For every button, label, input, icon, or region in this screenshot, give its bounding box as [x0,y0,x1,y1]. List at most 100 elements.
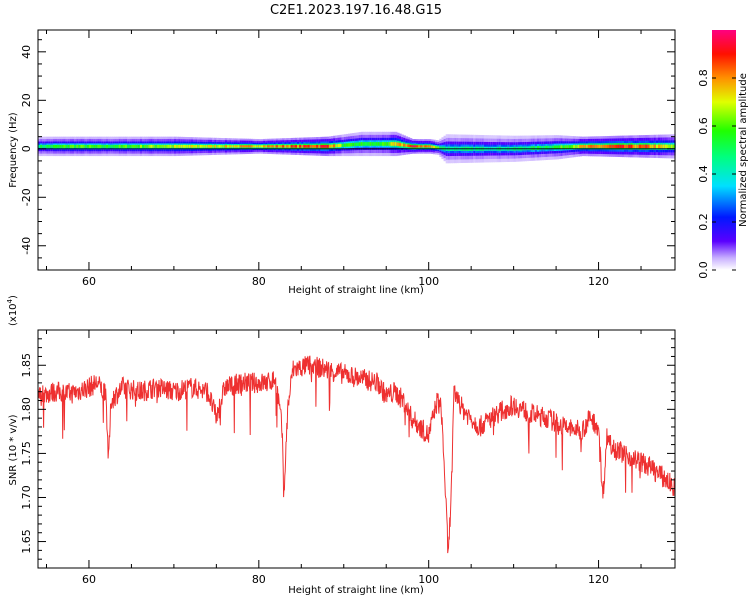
heatmap-cell [156,144,160,148]
heatmap-cell [439,146,443,150]
heatmap-cell [373,142,377,146]
heatmap-cell [628,144,632,148]
heatmap-cell [536,146,540,150]
heatmap-cell [664,144,668,149]
heatmap-cell [662,144,665,149]
heatmap-cell [38,144,41,148]
heatmap-cell [231,145,234,148]
heatmap-cell [566,145,570,149]
heatmap-cell [42,144,45,148]
colorbar-tick-label: 0.8 [697,69,710,87]
heatmap-cell [201,145,205,148]
x-tick-label: 80 [252,573,266,586]
heatmap-cell [428,145,432,148]
heatmap-cell [369,142,372,146]
heatmap-cell [54,144,58,148]
x-tick-label: 100 [418,573,439,586]
heatmap-cell [604,144,608,148]
heatmap-cell [88,144,92,148]
heatmap-cell [309,145,313,148]
heatmap-cell [394,142,398,146]
spectral-band [38,131,676,164]
heatmap-cell [324,144,328,148]
heatmap-cell [541,145,544,150]
heatmap-cell [133,144,137,148]
heatmap-cell [97,144,101,148]
heatmap-cell [214,145,217,148]
heatmap-cell [556,145,559,150]
heatmap-cell [80,144,84,148]
heatmap-cell [386,142,389,146]
heatmap-cell [294,145,298,148]
heatmap-cell [437,146,440,149]
spectrogram-x-axis-label: Height of straight line (km) [288,285,424,296]
heatmap-cell [252,145,256,148]
heatmap-cell [220,145,224,148]
y-tick-label: -40 [20,237,33,255]
heatmap-cell [651,144,655,149]
heatmap-cell [405,144,409,147]
spectrogram-panel: 60 80 100 120 40 20 0 -20 -40 Height of straight… [8,29,676,296]
heatmap-cell [159,144,162,148]
heatmap-cell [114,144,118,148]
heatmap-cell [343,143,347,147]
heatmap-cell [432,145,436,149]
heatmap-cell [260,145,264,148]
heatmap-cell [59,144,62,148]
heatmap-cell [258,145,262,148]
heatmap-cell [350,142,353,147]
heatmap-cell [539,146,542,150]
heatmap-cell [331,144,334,148]
heatmap-cell [282,145,285,148]
heatmap-cell [526,146,530,151]
heatmap-cell [286,145,290,148]
snr-x-axis-label: Height of straight line (km) [288,585,424,596]
heatmap-cell [579,144,583,148]
heatmap-cell [575,145,578,149]
heatmap-cell [411,145,415,148]
heatmap-cell [426,145,430,148]
heatmap-cell [171,144,175,148]
heatmap-cell [218,145,222,148]
heatmap-cell [621,144,625,148]
heatmap-cell [165,144,169,148]
heatmap-cell [120,144,124,148]
heatmap-cell [668,144,672,149]
heatmap-cell [643,144,646,149]
heatmap-cell [127,144,130,148]
heatmap-cell [122,144,126,148]
heatmap-cell [275,145,279,148]
colorbar-tick-label: 0.2 [697,213,710,231]
heatmap-cell [78,144,82,148]
heatmap-cell [256,145,260,148]
x-tick-label: 60 [82,275,96,288]
heatmap-cell [188,144,192,148]
heatmap-cell [311,144,315,148]
heatmap-cell [377,142,381,146]
heatmap-cell [195,145,198,148]
heatmap-cell [585,144,589,148]
heatmap-cell [131,144,135,148]
x-tick-label: 100 [418,275,439,288]
heatmap-cell [118,144,122,148]
heatmap-cell [649,144,653,149]
heatmap-cell [265,145,268,148]
heatmap-cell [328,144,332,148]
heatmap-cell [362,142,366,146]
heatmap-cell [243,145,247,148]
heatmap-cell [137,144,141,148]
heatmap-cell [413,145,417,148]
heatmap-cell [216,145,220,148]
heatmap-cell [528,146,532,151]
heatmap-cell [46,144,50,148]
heatmap-cell [624,144,627,148]
heatmap-cell [50,144,54,148]
y-tick-label: 1.65 [20,529,33,554]
heatmap-cell [613,144,617,148]
heatmap-cell [441,146,445,150]
heatmap-cell [180,144,183,148]
heatmap-cell [301,145,305,148]
heatmap-cell [269,145,273,148]
heatmap-cell [178,144,181,148]
snr-panel: 60 80 100 120 1.85 1.80 1.75 1.70 1.65 Height of… [6,295,676,596]
